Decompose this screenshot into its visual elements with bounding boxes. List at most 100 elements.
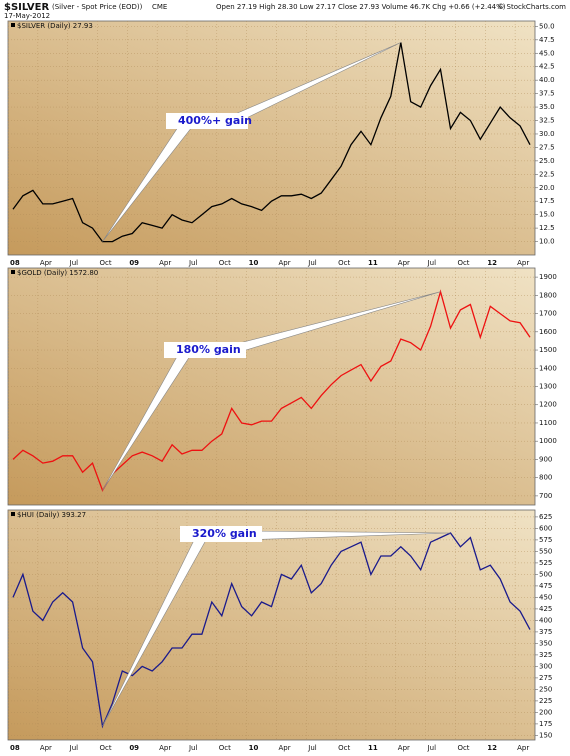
y-tick-label: 550: [539, 547, 552, 555]
panel-title: $HUI (Daily) 393.27: [17, 511, 86, 519]
y-tick-label: 1500: [539, 346, 557, 354]
y-tick-label: 47.5: [539, 36, 555, 44]
x-tick-label: 12: [487, 744, 497, 752]
x-tick-label: 10: [249, 744, 259, 752]
x-tick-label: 11: [368, 744, 378, 752]
price-line: [12, 289, 531, 492]
x-tick-label: Apr: [398, 744, 410, 752]
y-tick-label: 10.0: [539, 238, 555, 246]
x-tick-label: Jul: [427, 744, 437, 752]
panel-title: $GOLD (Daily) 1572.80: [17, 269, 98, 277]
y-tick-label: 1700: [539, 310, 557, 318]
y-tick-label: 27.5: [539, 143, 555, 151]
x-tick-label: Oct: [457, 744, 469, 752]
y-tick-label: 40.0: [539, 76, 555, 84]
y-tick-label: 600: [539, 524, 552, 532]
exchange: CME: [152, 3, 167, 11]
description: (Silver - Spot Price (EOD)): [52, 3, 143, 11]
x-tick-label: 08: [10, 259, 20, 267]
y-tick-label: 32.5: [539, 117, 555, 125]
x-tick-label: Apr: [40, 744, 52, 752]
y-tick-label: 35.0: [539, 103, 555, 111]
x-tick-label: Apr: [159, 259, 171, 267]
x-tick-label: Jul: [188, 744, 198, 752]
annotation-box: [164, 342, 246, 358]
y-tick-label: 450: [539, 593, 552, 601]
y-tick-label: 375: [539, 628, 552, 636]
x-tick-label: 09: [129, 744, 139, 752]
x-tick-label: Jul: [427, 259, 437, 267]
date: 17-May-2012: [4, 12, 50, 20]
x-tick-label: Apr: [278, 259, 290, 267]
y-tick-label: 800: [539, 474, 552, 482]
x-tick-label: Apr: [40, 259, 52, 267]
plot-area: [7, 509, 536, 741]
x-tick-label: 11: [368, 259, 378, 267]
y-tick-label: 1200: [539, 401, 557, 409]
y-tick-label: 900: [539, 455, 552, 463]
y-tick-label: 625: [539, 513, 552, 521]
y-tick-label: 45.0: [539, 49, 555, 57]
y-tick-label: 17.5: [539, 197, 555, 205]
y-tick-label: 1000: [539, 437, 557, 445]
x-tick-label: Jul: [307, 744, 317, 752]
x-tick-label: Jul: [69, 259, 79, 267]
y-tick-label: 175: [539, 720, 552, 728]
y-tick-label: 250: [539, 685, 552, 693]
y-tick-label: 150: [539, 731, 552, 739]
y-tick-label: 1300: [539, 383, 557, 391]
y-tick-label: 700: [539, 492, 552, 500]
x-tick-label: Oct: [457, 259, 469, 267]
title-icon: [11, 270, 15, 274]
x-tick-label: 10: [249, 259, 259, 267]
y-tick-label: 1400: [539, 364, 557, 372]
panel: 150 175 200 225 250 275 300 325 350 375 400 425 450 4…: [7, 509, 552, 752]
x-tick-label: Apr: [517, 259, 529, 267]
y-tick-label: 525: [539, 559, 552, 567]
x-tick-label: Oct: [99, 744, 111, 752]
y-tick-label: 42.5: [539, 63, 555, 71]
y-tick-label: 325: [539, 651, 552, 659]
x-tick-label: Apr: [278, 744, 290, 752]
y-tick-label: 1800: [539, 291, 557, 299]
y-tick-label: 500: [539, 570, 552, 578]
price-line: [12, 532, 531, 729]
y-tick-label: 200: [539, 708, 552, 716]
annotation: 180% gain: [176, 343, 241, 356]
plot-area: [7, 20, 536, 256]
y-tick-label: 22.5: [539, 170, 555, 178]
y-tick-label: 25.0: [539, 157, 555, 165]
x-tick-label: 09: [129, 259, 139, 267]
y-tick-label: 575: [539, 536, 552, 544]
credit: © StockCharts.com: [497, 3, 566, 11]
x-tick-label: 08: [10, 744, 20, 752]
symbol: $SILVER: [4, 2, 49, 13]
x-tick-label: Jul: [188, 259, 198, 267]
y-tick-label: 50.0: [539, 22, 555, 30]
title-icon: [11, 512, 15, 516]
x-tick-label: 12: [487, 259, 497, 267]
x-tick-label: Jul: [69, 744, 79, 752]
title-icon: [11, 23, 15, 27]
x-tick-label: Oct: [219, 744, 231, 752]
x-tick-label: Jul: [307, 259, 317, 267]
y-tick-label: 275: [539, 674, 552, 682]
y-tick-label: 1100: [539, 419, 557, 427]
y-tick-label: 1600: [539, 328, 557, 336]
x-tick-label: Oct: [219, 259, 231, 267]
y-tick-label: 30.0: [539, 130, 555, 138]
annotation: 320% gain: [192, 527, 257, 540]
y-tick-label: 400: [539, 616, 552, 624]
x-tick-label: Oct: [338, 259, 350, 267]
x-tick-label: Oct: [99, 259, 111, 267]
y-tick-label: 1900: [539, 273, 557, 281]
y-tick-label: 20.0: [539, 184, 555, 192]
y-tick-label: 225: [539, 697, 552, 705]
annotation-box: [166, 113, 248, 129]
x-tick-label: Apr: [517, 744, 529, 752]
y-tick-label: 425: [539, 605, 552, 613]
y-tick-label: 300: [539, 662, 552, 670]
y-tick-label: 350: [539, 639, 552, 647]
